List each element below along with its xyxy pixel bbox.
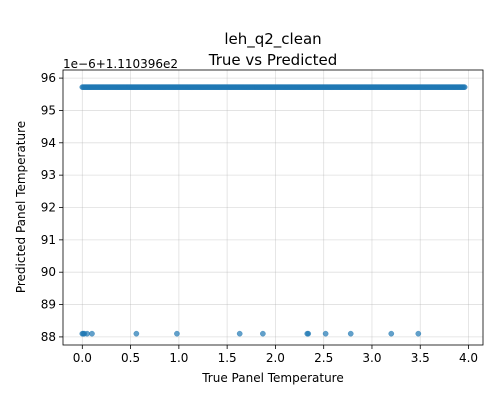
data-points	[79, 84, 468, 337]
data-point	[388, 330, 395, 337]
data-point	[260, 330, 266, 337]
data-point	[305, 330, 312, 337]
y-axis-label: Predicted Panel Temperature	[14, 121, 28, 293]
y-tick-label: 95	[41, 103, 56, 117]
y-tick-label: 91	[41, 233, 56, 247]
x-tick-label: 1.0	[169, 351, 188, 365]
x-tick-label: 2.5	[314, 351, 333, 365]
x-tick-label: 3.5	[411, 351, 430, 365]
x-tick-label: 2.0	[266, 351, 285, 365]
x-tick-label: 0.0	[73, 351, 92, 365]
data-point	[415, 330, 422, 337]
y-tick-label: 90	[41, 265, 56, 279]
y-offset-label: 1e−6+1.110396e2	[63, 57, 178, 71]
data-point	[322, 330, 329, 337]
y-tick-label: 92	[41, 201, 56, 215]
axis-ticks: 0.0 0.5 1.0 1.5 2.0 2.5 3.0 3.5 4.0 88 89 90 91 92 93 9…	[41, 71, 478, 365]
chart-title-line1: leh_q2_clean	[224, 30, 321, 49]
data-point	[461, 84, 468, 90]
x-axis-label: True Panel Temperature	[201, 371, 344, 385]
x-tick-label: 3.0	[362, 351, 381, 365]
data-point	[133, 330, 140, 337]
y-tick-label: 88	[41, 330, 56, 344]
data-point	[347, 330, 354, 337]
y-tick-label: 93	[41, 168, 56, 182]
x-tick-label: 1.5	[218, 351, 237, 365]
data-point	[174, 330, 180, 337]
grid-lines	[63, 70, 483, 345]
y-tick-label: 89	[41, 298, 56, 312]
y-tick-label: 94	[41, 136, 56, 150]
data-point	[236, 330, 243, 337]
x-tick-label: 4.0	[459, 351, 478, 365]
chart-title-line2: True vs Predicted	[208, 51, 338, 69]
y-tick-label: 96	[41, 71, 56, 85]
x-tick-label: 0.5	[121, 351, 140, 365]
data-point	[84, 330, 90, 337]
data-point	[89, 330, 95, 337]
